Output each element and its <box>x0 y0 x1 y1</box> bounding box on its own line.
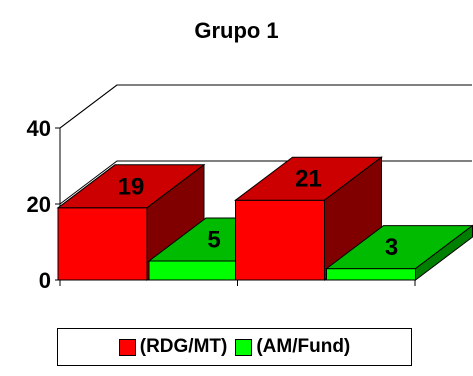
legend-swatch-rdg <box>118 338 136 356</box>
data-label: 5 <box>207 227 220 254</box>
data-label: 3 <box>385 234 398 261</box>
bar-front <box>326 268 416 281</box>
legend-item-rdg: (RDG/MT) <box>118 336 228 358</box>
back-wall-edge <box>59 84 472 129</box>
legend-label-am: (AM/Fund) <box>256 336 351 357</box>
y-tick-label: 40 <box>27 116 51 141</box>
gridline <box>59 84 472 129</box>
bar-chart: 0 20 40 19 5 21 3 <box>27 84 473 293</box>
legend-item-am: (AM/Fund) <box>235 336 350 358</box>
legend: (RDG/MT) (AM/Fund) <box>57 328 412 366</box>
chart-title: Grupo 1 <box>194 18 279 43</box>
bar-front <box>148 260 239 281</box>
y-tick-label: 20 <box>27 192 51 217</box>
data-label: 19 <box>118 173 145 200</box>
legend-label-rdg: (RDG/MT) <box>139 336 228 357</box>
data-label: 21 <box>295 166 322 193</box>
bar-1-0 <box>234 156 383 282</box>
bar-front <box>57 207 148 281</box>
bar-front <box>235 199 325 281</box>
legend-swatch-am <box>235 338 253 356</box>
y-tick-label: 0 <box>39 268 51 293</box>
